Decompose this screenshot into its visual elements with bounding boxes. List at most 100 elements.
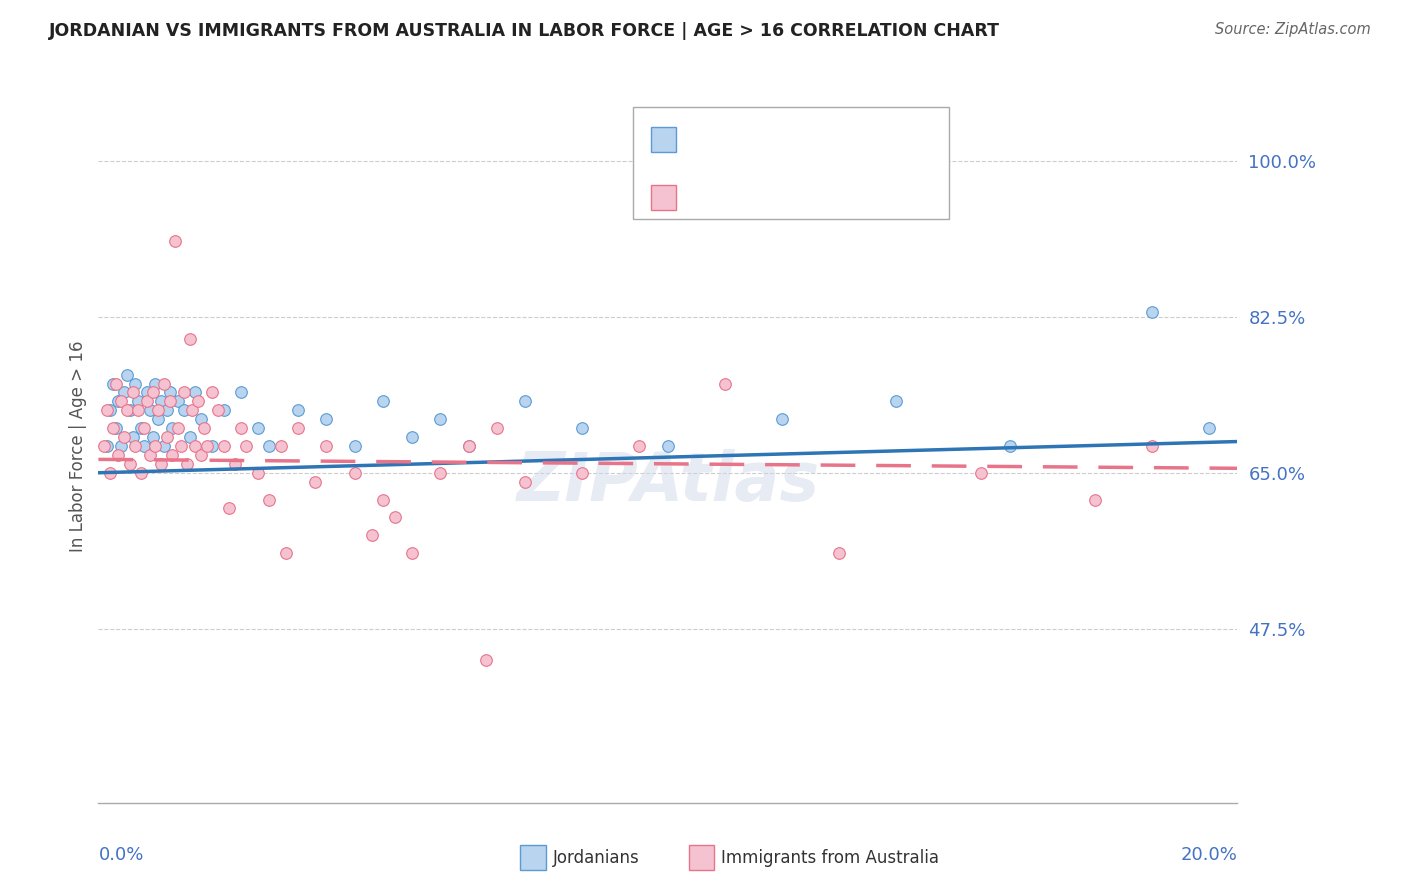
Point [315,412,337,426]
Point [259,439,281,453]
Point [167,421,190,435]
Point [1084,492,1107,507]
Point [229,385,252,400]
Point [224,457,246,471]
Point [179,332,201,346]
Text: Source: ZipAtlas.com: Source: ZipAtlas.com [1215,22,1371,37]
Point [343,466,366,480]
Point [970,466,993,480]
Point [145,439,167,453]
Point [229,421,252,435]
Point [429,412,451,426]
Point [101,421,124,435]
Point [138,448,160,462]
Point [118,457,141,471]
Text: N = 49: N = 49 [790,130,852,148]
Point [770,412,793,426]
Point [145,376,167,391]
Point [287,421,309,435]
Point [150,457,173,471]
Point [1198,421,1220,435]
Point [96,403,118,417]
Point [457,439,479,453]
Point [184,385,207,400]
Point [129,466,152,480]
Point [571,421,593,435]
Point [714,376,737,391]
Point [124,439,146,453]
Point [828,546,851,560]
Point [201,385,224,400]
Point [121,385,143,400]
Point [184,439,207,453]
Point [515,475,537,489]
Point [132,439,155,453]
Text: JORDANIAN VS IMMIGRANTS FROM AUSTRALIA IN LABOR FORCE | AGE > 16 CORRELATION CHA: JORDANIAN VS IMMIGRANTS FROM AUSTRALIA I… [49,22,1000,40]
Point [212,439,235,453]
Point [112,385,135,400]
Point [998,439,1021,453]
Point [304,475,326,489]
Point [235,439,257,453]
Point [401,430,423,444]
Point [173,385,195,400]
Point [270,439,292,453]
Text: 20.0%: 20.0% [1181,846,1237,863]
Point [187,394,209,409]
Text: ZIPAtlas: ZIPAtlas [516,449,820,515]
Point [181,403,204,417]
Point [93,439,115,453]
Point [135,385,157,400]
Point [138,403,160,417]
Point [135,394,157,409]
Point [104,421,127,435]
Point [159,394,181,409]
Point [246,421,269,435]
Point [259,492,281,507]
Point [884,394,907,409]
Point [127,403,149,417]
Point [159,385,181,400]
Point [287,403,309,417]
Text: R =: R = [685,188,721,206]
Point [104,376,127,391]
Point [124,376,146,391]
Point [148,403,170,417]
Point [165,234,187,248]
Point [115,403,138,417]
Point [118,403,141,417]
Point [1140,305,1163,319]
Point [371,492,394,507]
Point [170,439,193,453]
Text: Immigrants from Australia: Immigrants from Australia [721,849,939,867]
Point [429,466,451,480]
Point [153,439,176,453]
Point [96,439,118,453]
Point [141,430,163,444]
Point [474,653,496,667]
Point [107,448,129,462]
Point [246,466,269,480]
Point [179,430,201,444]
Point [156,430,179,444]
Point [457,439,479,453]
Point [162,448,184,462]
Text: Jordanians: Jordanians [553,849,640,867]
Point [201,439,224,453]
Point [148,412,170,426]
Text: -0.008: -0.008 [727,188,786,206]
Point [162,421,184,435]
Point [571,466,593,480]
Point [101,376,124,391]
Point [129,421,152,435]
Point [150,394,173,409]
Point [132,421,155,435]
Point [628,439,651,453]
Point [190,448,212,462]
Point [107,394,129,409]
Point [190,412,212,426]
Point [207,403,229,417]
Point [167,394,190,409]
Point [193,421,215,435]
Point [657,439,679,453]
